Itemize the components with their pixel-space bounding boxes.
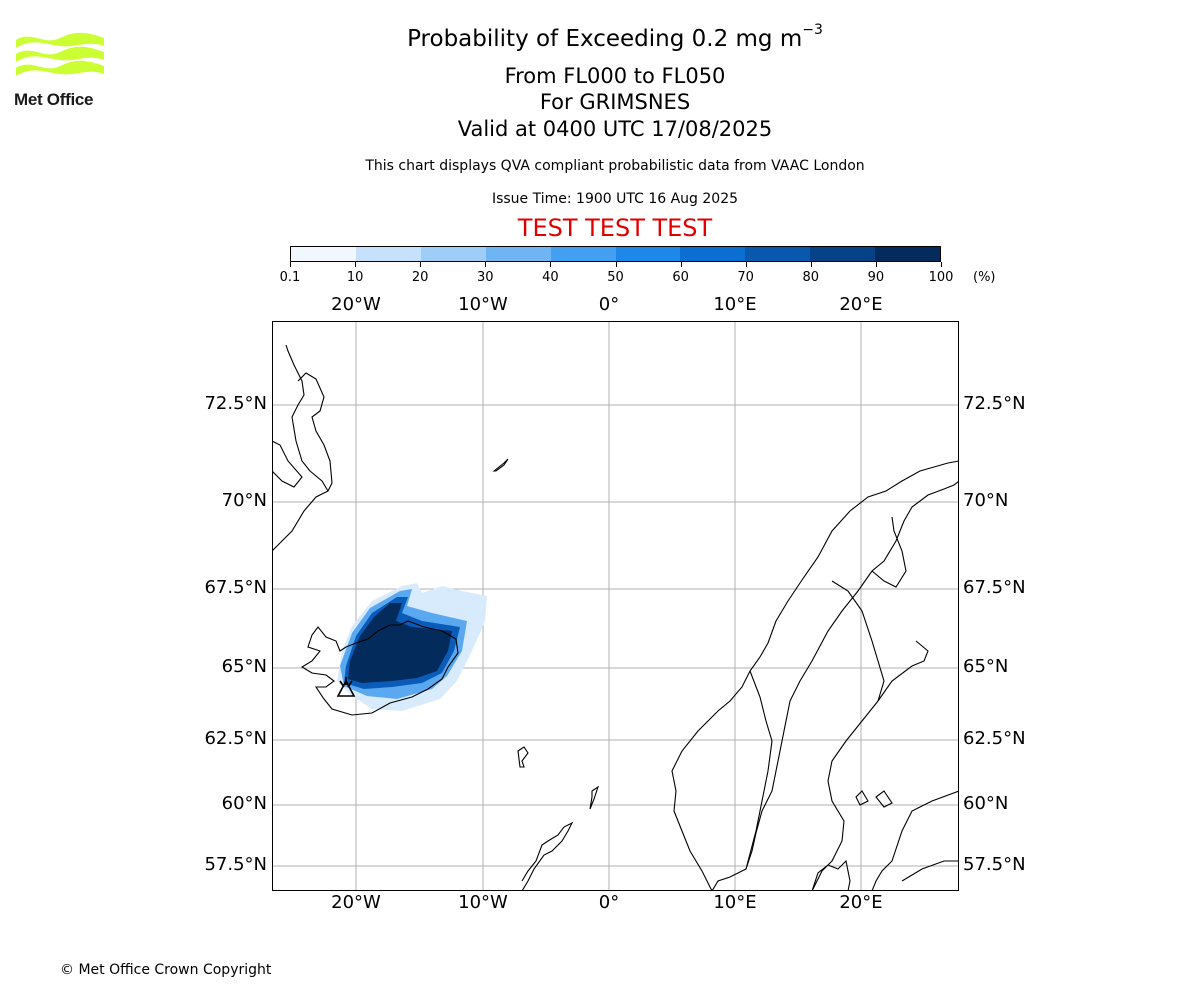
colorbar-tick — [941, 262, 942, 267]
colorbar-tick-label: 90 — [867, 270, 885, 285]
longitude-label: 20°E — [839, 294, 883, 315]
colorbar-tick-label: 0.1 — [279, 270, 301, 285]
norway-coast — [671, 460, 959, 891]
colorbar-tick — [550, 262, 552, 267]
copyright-notice: © Met Office Crown Copyright — [60, 962, 272, 978]
longitude-label: 10°E — [713, 294, 757, 315]
denmark-coast — [811, 859, 851, 891]
colorbar-swatch — [420, 247, 486, 261]
shetland-coast — [589, 785, 600, 810]
colorbar-tick — [680, 262, 682, 267]
longitude-label: 20°W — [331, 892, 381, 913]
iceland-coast — [300, 620, 459, 716]
colorbar-swatch — [550, 247, 616, 261]
latitude-label: 60°N — [963, 793, 1009, 814]
longitude-label: 10°W — [458, 892, 508, 913]
volcano-name: For GRIMSNES — [539, 90, 691, 114]
greenland-coast — [272, 344, 333, 552]
latitude-label: 62.5°N — [204, 728, 267, 749]
test-banner: TEST TEST TEST — [517, 214, 713, 242]
latitude-label: 65°N — [963, 656, 1009, 677]
colorbar-tick-label: 10 — [346, 270, 364, 285]
latitude-label: 70°N — [963, 490, 1009, 511]
colorbar-tick — [290, 262, 291, 267]
colorbar-tick-label: 40 — [542, 270, 559, 285]
ash-plume — [337, 583, 487, 711]
latitude-label: 62.5°N — [963, 728, 1026, 749]
colorbar-tick-label: 70 — [737, 270, 754, 285]
longitude-label: 10°E — [713, 892, 757, 913]
volcano-marker-icon — [336, 677, 356, 697]
latitude-label: 72.5°N — [963, 393, 1026, 414]
met-office-logo-text: Met Office — [14, 90, 94, 109]
coastlines — [272, 344, 959, 891]
colorbar-tick-label: 60 — [672, 270, 689, 285]
latitude-label: 70°N — [221, 490, 267, 511]
sweden-finland-coast — [811, 640, 959, 891]
valid-time: Valid at 0400 UTC 17/08/2025 — [457, 117, 773, 141]
colorbar-swatch — [355, 247, 421, 261]
chart-title: Probability of Exceeding 0.2 mg m−3 — [0, 22, 1200, 52]
scotland-coast — [521, 821, 574, 891]
flight-level-range: From FL000 to FL050 — [504, 64, 726, 88]
baltic-islands — [855, 790, 893, 808]
latitude-label: 72.5°N — [204, 393, 267, 414]
colorbar-tick-label: 30 — [477, 270, 494, 285]
latitude-label: 60°N — [221, 793, 267, 814]
latitude-label: 57.5°N — [963, 854, 1026, 875]
ash-probability-map — [272, 321, 959, 891]
colorbar-swatch — [745, 247, 811, 261]
longitude-label: 0° — [598, 294, 620, 315]
colorbar-tick-label: 20 — [411, 270, 429, 285]
colorbar-unit: (%) — [973, 270, 996, 285]
colorbar-tick — [355, 262, 357, 267]
colorbar-swatch — [291, 247, 356, 261]
latitude-label: 67.5°N — [963, 577, 1026, 598]
faroe-coast — [517, 746, 529, 768]
latitude-label: 57.5°N — [204, 854, 267, 875]
colorbar-tick-label: 100 — [928, 270, 954, 285]
colorbar-swatch — [875, 247, 941, 261]
colorbar-tick — [615, 262, 617, 267]
colorbar-tick — [745, 262, 747, 267]
title-main: Probability of Exceeding 0.2 mg m — [407, 26, 803, 52]
met-office-waves-icon — [16, 32, 104, 76]
colorbar-swatch — [485, 247, 551, 261]
latitude-label: 65°N — [221, 656, 267, 677]
met-office-logo: Met Office — [14, 30, 106, 112]
longitude-label: 20°E — [839, 892, 883, 913]
colorbar-swatch — [680, 247, 746, 261]
colorbar-swatch — [810, 247, 876, 261]
jan-mayen-coast — [492, 458, 509, 472]
colorbar-swatch — [615, 247, 681, 261]
map-frame — [272, 321, 959, 891]
colorbar-tick — [420, 262, 422, 267]
colorbar-tick-label: 80 — [802, 270, 820, 285]
colorbar-tick — [810, 262, 812, 267]
plume-core — [348, 603, 452, 683]
latitude-label: 67.5°N — [204, 577, 267, 598]
colorbar-tick-label: 50 — [607, 270, 624, 285]
chart-description: This chart displays QVA compliant probab… — [365, 158, 865, 174]
colorbar-tick — [875, 262, 877, 267]
longitude-label: 10°W — [458, 294, 508, 315]
title-exponent: −3 — [802, 22, 823, 38]
longitude-label: 0° — [598, 892, 620, 913]
probability-colorbar — [290, 246, 941, 262]
longitude-label: 20°W — [331, 294, 381, 315]
norway-sweden-border — [745, 516, 907, 870]
colorbar-tick — [485, 262, 487, 267]
issue-time: Issue Time: 1900 UTC 16 Aug 2025 — [491, 191, 739, 207]
